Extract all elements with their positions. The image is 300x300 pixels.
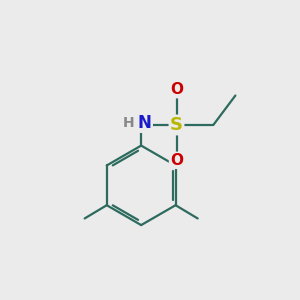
Text: O: O [170,153,183,168]
Text: N: N [138,114,152,132]
Text: S: S [170,116,183,134]
Text: H: H [123,116,135,130]
Text: O: O [170,82,183,97]
